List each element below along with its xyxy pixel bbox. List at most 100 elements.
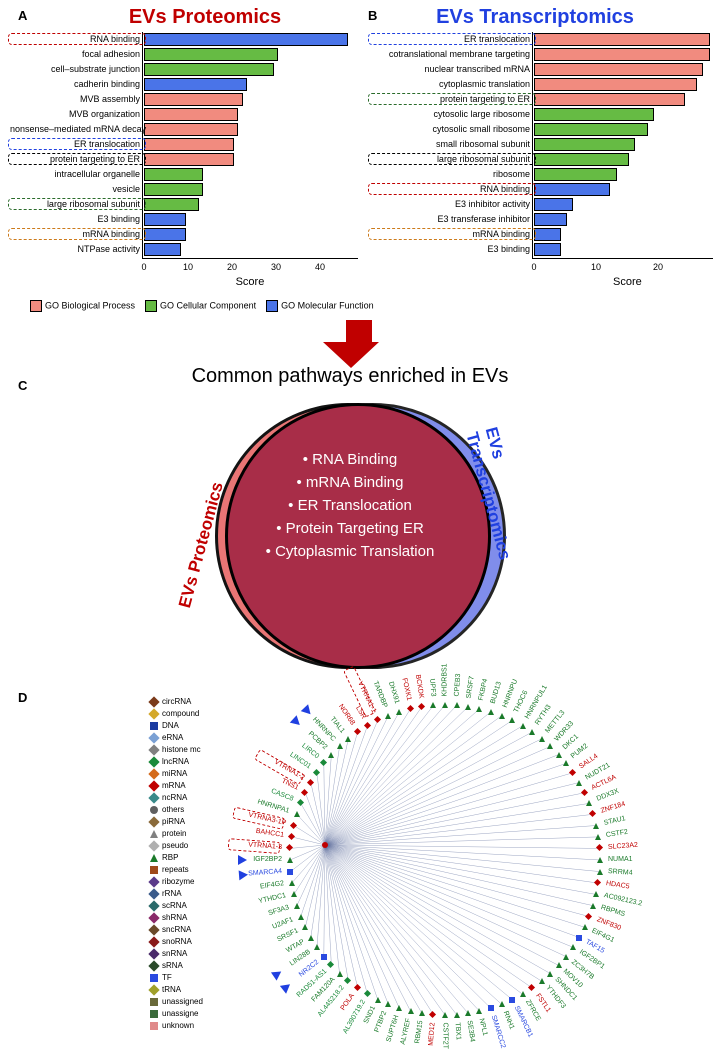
venn-item: • Cytoplasmic Translation xyxy=(100,543,600,560)
interaction-network: KHDRBS1CPEB3SRSF7FKBP4BUD13HNRNPUTHOC6HN… xyxy=(150,690,670,1035)
network-node xyxy=(465,1010,471,1016)
category-label: nonsense–mediated mRNA decay xyxy=(10,124,144,134)
x-tick: 10 xyxy=(183,262,193,272)
network-node xyxy=(454,1012,460,1018)
go-legend: GO Biological ProcessGO Cellular Compone… xyxy=(30,300,374,312)
network-node xyxy=(529,729,535,735)
network-node xyxy=(539,736,545,742)
venn-item: • Protein Targeting ER xyxy=(100,520,600,537)
category-label: cytoplasmic translation xyxy=(370,79,534,89)
network-node xyxy=(590,903,596,909)
network-node xyxy=(442,1012,448,1018)
chart-b-title: EVs Transcriptomics xyxy=(400,6,670,29)
network-node xyxy=(419,1010,425,1016)
x-tick: 0 xyxy=(141,262,146,272)
net-legend-item: compound xyxy=(150,708,203,720)
network-node xyxy=(556,752,562,758)
network-node xyxy=(298,914,304,920)
network-node xyxy=(308,935,314,941)
category-label: cadherin binding xyxy=(10,79,144,89)
x-tick: 10 xyxy=(591,262,601,272)
network-node xyxy=(563,954,569,960)
category-label: protein targeting to ER xyxy=(10,154,144,164)
net-legend-item: ncRNA xyxy=(150,792,203,804)
venn-diagram: Common pathways enriched in EVs EVs Prot… xyxy=(100,365,600,685)
net-legend-item: eRNA xyxy=(150,732,203,744)
network-node xyxy=(547,971,553,977)
category-label: RNA binding xyxy=(370,184,534,194)
category-label: cotranslational membrane targeting xyxy=(370,49,534,59)
blue-arrow-icon xyxy=(238,855,247,865)
blue-arrow-icon xyxy=(238,870,248,881)
network-node xyxy=(337,971,343,977)
network-node xyxy=(289,880,295,886)
category-label: mRNA binding xyxy=(10,229,144,239)
network-node xyxy=(488,709,494,715)
network-node xyxy=(287,869,293,875)
net-legend-item: unknown xyxy=(150,1020,203,1032)
venn-item: • ER Translocation xyxy=(100,497,600,514)
net-legend-item: histone mc xyxy=(150,744,203,756)
x-axis-label: Score xyxy=(236,276,265,288)
network-node xyxy=(396,1005,402,1011)
network-node xyxy=(454,702,460,708)
network-node xyxy=(465,704,471,710)
category-label: MVB assembly xyxy=(10,94,144,104)
network-node xyxy=(593,891,599,897)
net-legend-item: mRNA xyxy=(150,780,203,792)
proteomics-bar-chart: RNA bindingfocal adhesioncell–substrate … xyxy=(10,32,348,257)
network-node xyxy=(375,997,381,1003)
panel-b-label: B xyxy=(368,8,377,23)
category-label: small ribosomal subunit xyxy=(370,139,534,149)
net-legend-item: shRNA xyxy=(150,912,203,924)
network-node xyxy=(520,723,526,729)
panel-c-label: C xyxy=(18,378,27,393)
network-node xyxy=(287,857,293,863)
net-legend-item: protein xyxy=(150,828,203,840)
net-legend-item: rRNA xyxy=(150,888,203,900)
net-legend-item: pseudo xyxy=(150,840,203,852)
category-label: mRNA binding xyxy=(370,229,534,239)
venn-common-list: • RNA Binding• mRNA Binding• ER Transloc… xyxy=(100,445,600,566)
network-node xyxy=(576,935,582,941)
net-legend-item: unassigned xyxy=(150,996,203,1008)
category-label: E3 binding xyxy=(10,214,144,224)
net-legend-item: sncRNA xyxy=(150,924,203,936)
net-legend-item: piRNA xyxy=(150,816,203,828)
network-node xyxy=(321,954,327,960)
network-node xyxy=(509,717,515,723)
network-legend: circRNAcompoundDNAeRNAhistone mclncRNAmi… xyxy=(150,696,203,1032)
transcriptomics-bar-chart: ER translocationcotranslational membrane… xyxy=(370,32,710,257)
network-node xyxy=(547,743,553,749)
x-tick: 0 xyxy=(531,262,536,272)
net-legend-item: RBP xyxy=(150,852,203,864)
network-node xyxy=(291,891,297,897)
network-node xyxy=(476,1008,482,1014)
net-legend-item: repeats xyxy=(150,864,203,876)
category-label: intracellular organelle xyxy=(10,169,144,179)
category-label: vesicle xyxy=(10,184,144,194)
legend-item: GO Molecular Function xyxy=(266,300,374,312)
net-legend-item: miRNA xyxy=(150,768,203,780)
network-node xyxy=(302,924,308,930)
x-tick: 20 xyxy=(227,262,237,272)
network-node xyxy=(488,1005,494,1011)
net-legend-item: DNA xyxy=(150,720,203,732)
x-tick: 30 xyxy=(271,262,281,272)
network-node xyxy=(294,903,300,909)
category-label: focal adhesion xyxy=(10,49,144,59)
network-node-label: KHDRBS1 xyxy=(442,663,449,696)
network-node-label: IGF2BP2 xyxy=(253,856,282,863)
network-node xyxy=(408,1008,414,1014)
network-node-label: UPF3 xyxy=(428,679,436,697)
category-label: ribosome xyxy=(370,169,534,179)
net-legend-item: scRNA xyxy=(150,900,203,912)
network-node xyxy=(345,736,351,742)
network-node xyxy=(509,997,515,1003)
network-node xyxy=(586,800,592,806)
category-label: E3 binding xyxy=(370,244,534,254)
net-legend-item: sRNA xyxy=(150,960,203,972)
category-label: RNA binding xyxy=(10,34,144,44)
network-node xyxy=(576,780,582,786)
network-node xyxy=(520,991,526,997)
